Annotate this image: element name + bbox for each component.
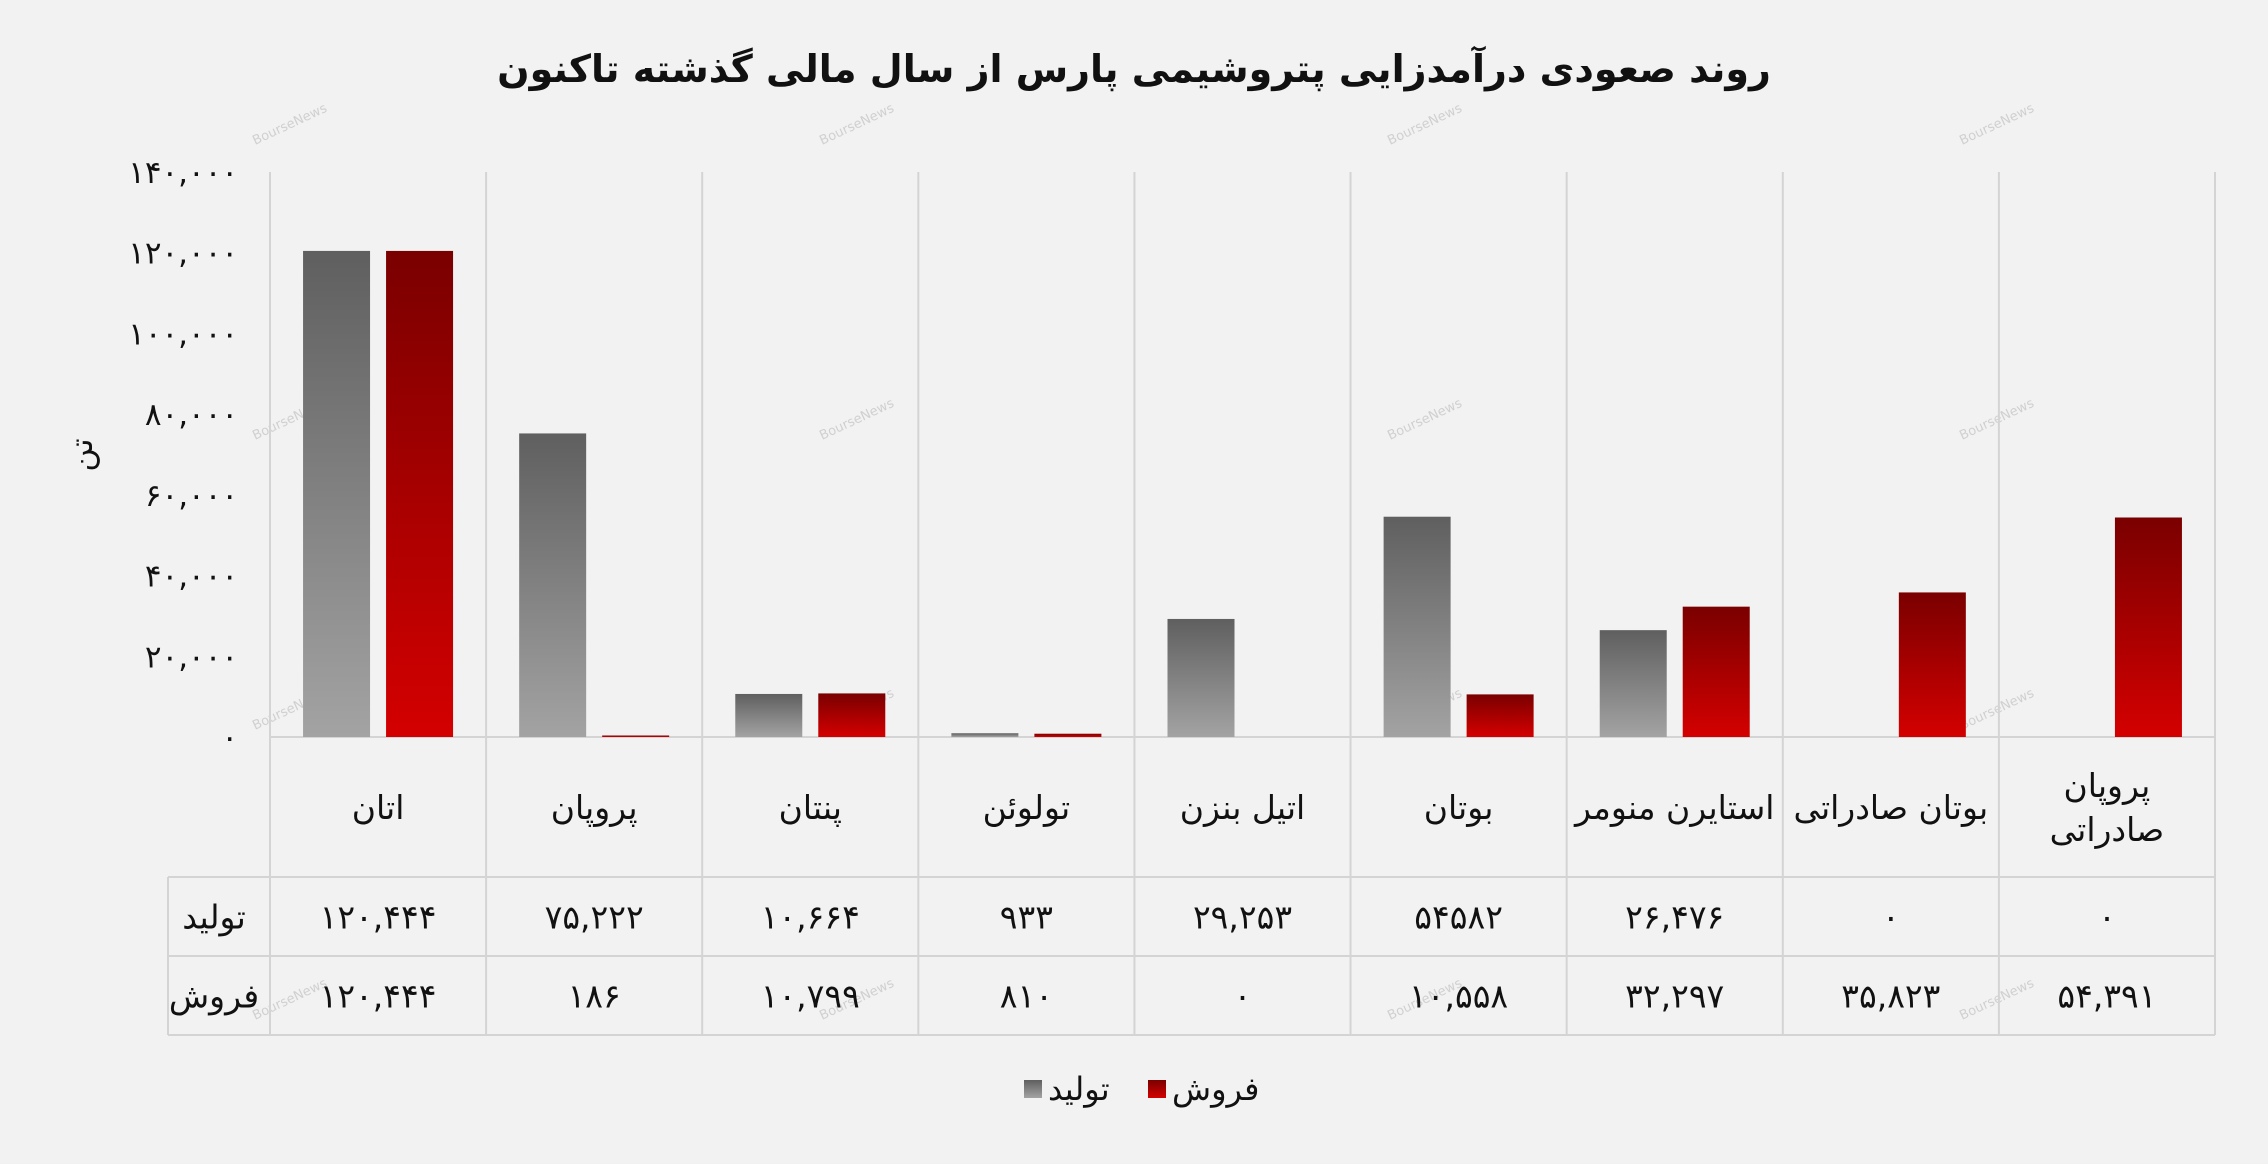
data-label: ۱۸۶ xyxy=(568,977,621,1016)
data-label: ۰ xyxy=(1882,898,1900,937)
bar-sales xyxy=(1034,733,1102,737)
data-label: ۹۳۳ xyxy=(1000,898,1053,937)
bar-sales xyxy=(1466,694,1534,737)
data-label: ۱۰,۷۹۹ xyxy=(761,977,860,1016)
y-tick-label: ۴۰,۰۰۰ xyxy=(145,559,238,595)
bar-production xyxy=(951,733,1019,737)
data-label: ۷۵,۲۲۲ xyxy=(545,898,644,937)
bar-production xyxy=(519,433,587,737)
bar-production xyxy=(1167,618,1235,737)
data-label: ۸۱۰ xyxy=(1000,977,1053,1016)
legend-label: فروش xyxy=(1172,1070,1259,1108)
category-label: تولوئن xyxy=(983,788,1071,827)
data-label: ۵۴۵۸۲ xyxy=(1414,898,1503,937)
bar-sales xyxy=(818,693,886,737)
bar-production xyxy=(1599,630,1667,737)
data-label: ۳۲,۲۹۷ xyxy=(1625,977,1724,1016)
bar-sales xyxy=(2114,517,2182,737)
y-tick-label: ۱۰۰,۰۰۰ xyxy=(128,316,238,352)
data-label: ۳۵,۸۲۳ xyxy=(1841,977,1940,1016)
legend: فروش تولید xyxy=(1024,1070,1259,1108)
category-label: پروپان xyxy=(551,788,638,827)
table-row-header: تولید xyxy=(182,898,246,937)
y-tick-label: ۲۰,۰۰۰ xyxy=(145,639,238,675)
y-tick-label: ۱۴۰,۰۰۰ xyxy=(128,155,238,191)
category-label: صادراتی xyxy=(2050,810,2165,849)
category-label: بوتان xyxy=(1424,788,1494,827)
y-tick-label: ۰ xyxy=(221,720,238,756)
y-tick-label: ۶۰,۰۰۰ xyxy=(145,478,238,514)
bar-production xyxy=(735,693,803,737)
data-label: ۱۰,۵۵۸ xyxy=(1409,977,1508,1016)
data-label: ۵۴,۳۹۱ xyxy=(2057,977,2156,1016)
table-row-header: فروش xyxy=(169,977,259,1016)
data-label: ۱۰,۶۶۴ xyxy=(761,898,860,937)
legend-swatch xyxy=(1148,1080,1166,1098)
y-axis-label: تن xyxy=(62,438,100,471)
y-tick-label: ۱۲۰,۰۰۰ xyxy=(128,236,238,272)
category-label: اتیل بنزن xyxy=(1180,788,1305,827)
category-label: استایرن منومر xyxy=(1573,788,1775,827)
bar-sales xyxy=(1682,606,1750,737)
data-label: ۲۹,۲۵۳ xyxy=(1193,898,1292,937)
data-label: ۱۲۰,۴۴۴ xyxy=(320,898,437,937)
bar-production xyxy=(1383,516,1451,737)
chart-title: روند صعودی درآمدزایی پتروشیمی پارس از سا… xyxy=(497,45,1771,92)
bar-sales xyxy=(1898,592,1966,737)
data-label: ۱۲۰,۴۴۴ xyxy=(320,977,437,1016)
legend-swatch xyxy=(1024,1080,1042,1098)
grid-layer xyxy=(167,172,2216,1036)
bar-sales xyxy=(602,735,670,737)
data-table: اتان ۱۲۰,۴۴۴ ۱۲۰,۴۴۴ پروپان ۷۵,۲۲۲ ۱۸۶ پنتان ۱۰… xyxy=(169,766,2164,1016)
category-label: پنتان xyxy=(779,788,842,827)
data-label: ۲۶,۴۷۶ xyxy=(1625,898,1724,937)
category-label: پروپان xyxy=(2064,766,2151,805)
legend-label: تولید xyxy=(1048,1070,1110,1108)
bar-sales xyxy=(386,250,454,737)
bars-layer xyxy=(303,250,2182,737)
y-tick-label: ۸۰,۰۰۰ xyxy=(145,397,238,433)
category-label: اتان xyxy=(352,788,405,827)
y-axis-ticks: ۰ ۲۰,۰۰۰ ۴۰,۰۰۰ ۶۰,۰۰۰ ۸۰,۰۰۰ ۱۰۰,۰۰۰ ۱۲۰,۰۰۰ ۱… xyxy=(128,155,238,756)
bar-production xyxy=(303,250,371,737)
data-label: ۰ xyxy=(1234,977,1252,1016)
category-label: بوتان صادراتی xyxy=(1793,788,1988,827)
data-label: ۰ xyxy=(2098,898,2116,937)
